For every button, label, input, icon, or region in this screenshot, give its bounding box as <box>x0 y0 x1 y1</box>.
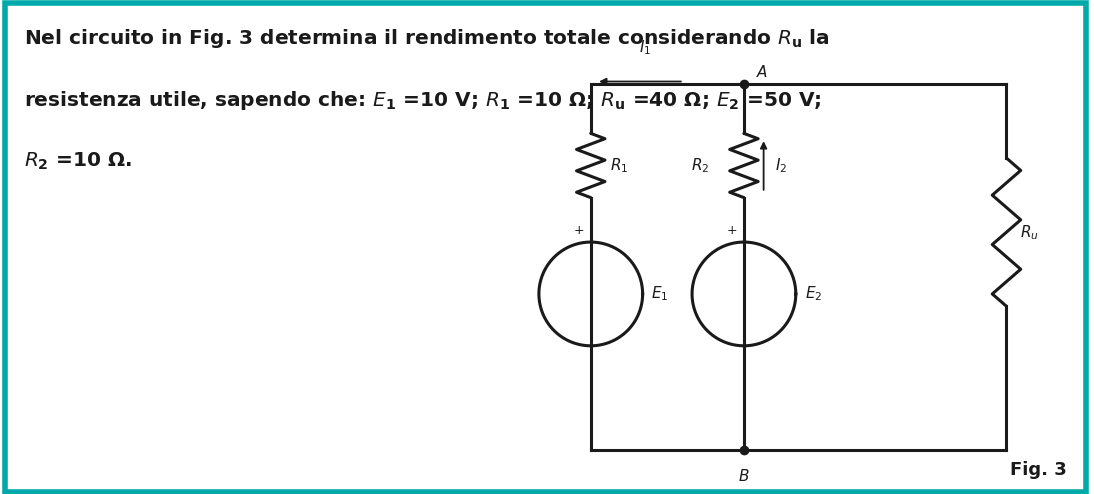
Text: +: + <box>573 224 584 237</box>
Text: A: A <box>757 65 767 80</box>
Text: $E_1$: $E_1$ <box>651 285 668 303</box>
Text: resistenza utile, sapendo che: $\mathbf{\mathit{E}_1}$ =10 V; $\mathbf{\mathit{R: resistenza utile, sapendo che: $\mathbf{… <box>24 89 822 112</box>
Text: +: + <box>726 224 737 237</box>
Text: $\mathbf{\mathit{R}_2}$ =10 $\mathbf{\Omega}$.: $\mathbf{\mathit{R}_2}$ =10 $\mathbf{\Om… <box>24 151 132 172</box>
FancyBboxPatch shape <box>5 3 1086 492</box>
Text: Fig. 3: Fig. 3 <box>1010 461 1067 479</box>
Text: $R_2$: $R_2$ <box>691 156 710 175</box>
Text: B: B <box>738 469 749 484</box>
Text: $R_1$: $R_1$ <box>610 156 629 175</box>
Text: Nel circuito in Fig. 3 determina il rendimento totale considerando $\mathbf{\mat: Nel circuito in Fig. 3 determina il rend… <box>24 27 830 50</box>
Text: $I_2$: $I_2$ <box>775 156 787 175</box>
Text: $R_u$: $R_u$ <box>1020 223 1038 242</box>
Text: $E_2$: $E_2$ <box>804 285 822 303</box>
Text: $I_1$: $I_1$ <box>639 38 652 57</box>
